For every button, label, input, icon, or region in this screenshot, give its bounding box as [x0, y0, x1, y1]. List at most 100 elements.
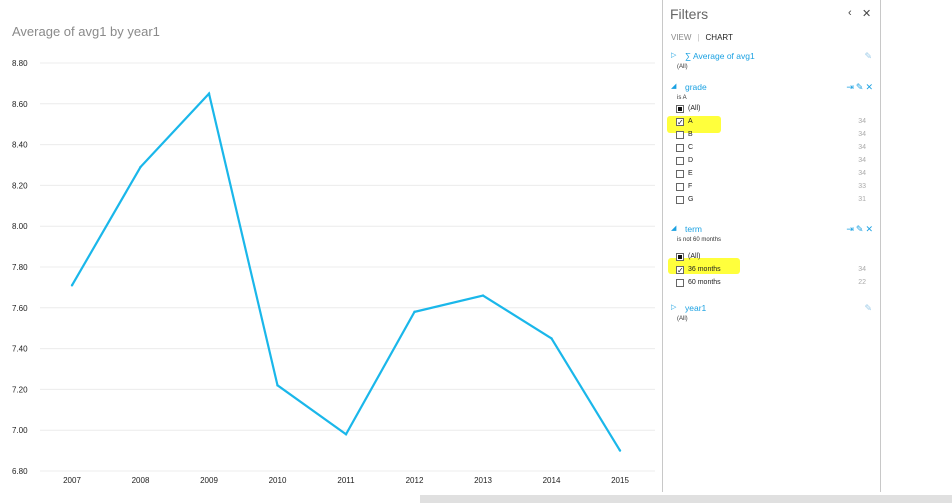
term-option[interactable]: ✓ 36 months 34 [663, 264, 880, 277]
expand-arrow-icon[interactable]: ▷ [671, 304, 677, 311]
checkbox-checked[interactable]: ✓ [676, 266, 684, 275]
checkbox[interactable] [676, 196, 684, 204]
y-tick-label: 7.20 [12, 385, 28, 394]
option-label[interactable]: D [688, 157, 694, 164]
filter-section-avg1: ▷ ∑ Average of avg1 ✎ (All) [663, 51, 880, 72]
filter-summary: is not 60 months [677, 237, 722, 243]
data-point[interactable] [413, 310, 416, 314]
pencil-icon[interactable]: ✎ [864, 51, 872, 61]
chart-title: Average of avg1 by year1 [12, 24, 160, 39]
option-count: 34 [858, 266, 866, 273]
option-count: 31 [858, 196, 866, 203]
term-option[interactable]: 60 months 22 [663, 277, 880, 290]
grade-option[interactable]: E 34 [663, 168, 880, 181]
option-count: 22 [858, 279, 866, 286]
highlight-marker [668, 258, 740, 274]
data-point[interactable] [481, 294, 485, 297]
filter-section-term: ◢ term ⇥ ✎ ✕ is not 60 months (All) ✓ 36 mon… [663, 224, 880, 290]
tab-chart[interactable]: CHART [705, 33, 733, 42]
pin-icon[interactable]: ⇥ [846, 82, 854, 92]
horizontal-scrollbar[interactable] [420, 495, 952, 503]
grade-option[interactable]: B 34 [663, 129, 880, 142]
option-label[interactable]: E [688, 170, 693, 177]
filters-title: Filters [670, 6, 709, 22]
x-tick-label: 2009 [200, 476, 218, 485]
filter-field-year1[interactable]: year1 [685, 303, 707, 313]
blank-area [881, 0, 952, 492]
data-point[interactable] [139, 165, 142, 169]
grade-option[interactable]: G 31 [663, 194, 880, 207]
term-options: (All) ✓ 36 months 34 60 months 22 [663, 251, 880, 290]
y-tick-label: 8.20 [12, 181, 28, 190]
y-tick-label: 8.60 [12, 100, 28, 109]
option-label[interactable]: 60 months [688, 279, 721, 286]
option-label[interactable]: B [688, 131, 693, 138]
term-option[interactable]: (All) [663, 251, 880, 264]
grade-option[interactable]: (All) [663, 103, 880, 116]
pencil-icon[interactable]: ✎ [855, 82, 864, 92]
option-label[interactable]: F [688, 183, 693, 190]
expand-arrow-icon[interactable]: ▷ [671, 52, 677, 59]
pencil-icon[interactable]: ✎ [864, 303, 872, 313]
option-count: 34 [858, 157, 866, 164]
y-tick-label: 8.00 [12, 222, 28, 231]
filters-tabs: VIEW | CHART [671, 33, 733, 42]
filter-field-grade[interactable]: grade [685, 82, 707, 92]
filter-section-grade: ◢ grade ⇥ ✎ ✕ is A (All) ✓ A 34 B 34 C 34 D 34 E 34 F 3… [663, 82, 880, 207]
x-tick-label: 2012 [406, 476, 424, 485]
checkbox-partial[interactable] [676, 105, 684, 113]
tab-view[interactable]: VIEW [671, 33, 692, 42]
checkbox[interactable] [676, 131, 684, 139]
y-tick-label: 7.60 [12, 304, 28, 313]
checkbox-checked[interactable]: ✓ [676, 118, 684, 127]
data-point[interactable] [344, 433, 348, 436]
data-point[interactable] [550, 337, 553, 340]
filter-summary: (All) [677, 64, 688, 70]
data-point[interactable] [618, 449, 622, 452]
close-icon[interactable]: ✕ [862, 8, 872, 20]
data-point[interactable] [207, 92, 211, 95]
line-chart: 8.80 8.60 8.40 8.20 8.00 7.80 7.60 7.40 7.20 7.00… [12, 59, 655, 485]
x-tick-label: 2010 [269, 476, 287, 485]
x-tick-label: 2013 [474, 476, 492, 485]
grade-option[interactable]: ✓ A 34 [663, 116, 880, 129]
pencil-icon[interactable]: ✎ [855, 224, 864, 234]
x-tick-label: 2007 [63, 476, 81, 485]
filter-field-avg1[interactable]: ∑ Average of avg1 [685, 51, 755, 61]
option-count: 34 [858, 144, 866, 151]
y-tick-label: 8.80 [12, 59, 28, 68]
series-line[interactable] [71, 91, 621, 452]
y-tick-label: 8.40 [12, 141, 28, 150]
y-tick-label: 7.80 [12, 263, 28, 272]
x-tick-label: 2008 [132, 476, 150, 485]
x-tick-label: 2015 [611, 476, 629, 485]
checkbox[interactable] [676, 170, 684, 178]
checkbox[interactable] [676, 279, 684, 287]
option-label[interactable]: A [688, 118, 693, 125]
option-label[interactable]: C [688, 144, 694, 151]
checkbox[interactable] [676, 183, 684, 191]
grade-option[interactable]: D 34 [663, 155, 880, 168]
filter-summary: (All) [677, 316, 688, 322]
data-point[interactable] [70, 284, 74, 287]
remove-filter-icon[interactable]: ✕ [865, 224, 873, 234]
checkbox[interactable] [676, 144, 684, 152]
chevron-left-icon[interactable]: ‹ [848, 7, 852, 19]
grade-option[interactable]: C 34 [663, 142, 880, 155]
collapse-arrow-icon[interactable]: ◢ [671, 83, 677, 90]
grade-option[interactable]: F 33 [663, 181, 880, 194]
bottom-strip [0, 492, 952, 503]
pin-icon[interactable]: ⇥ [846, 224, 854, 234]
checkbox[interactable] [676, 157, 684, 165]
data-point[interactable] [276, 384, 279, 387]
option-label[interactable]: G [688, 196, 694, 203]
option-label[interactable]: (All) [688, 105, 701, 112]
chart-pane: Average of avg1 by year1 8.80 8.60 8.40 8.2… [12, 0, 663, 492]
option-count: 34 [858, 170, 866, 177]
collapse-arrow-icon[interactable]: ◢ [671, 225, 677, 232]
option-label[interactable]: (All) [688, 253, 701, 260]
remove-filter-icon[interactable]: ✕ [865, 82, 873, 92]
filter-field-term[interactable]: term [685, 224, 702, 234]
option-label[interactable]: 36 months [688, 266, 721, 273]
checkbox-partial[interactable] [676, 253, 684, 261]
